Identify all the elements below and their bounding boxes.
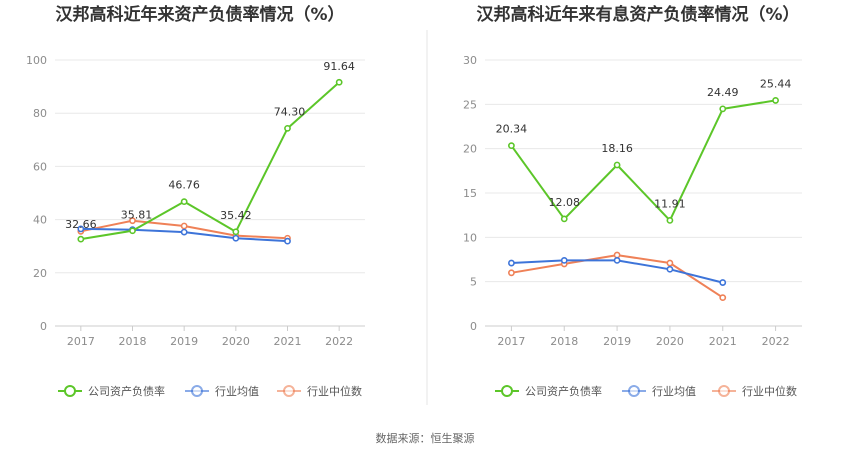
data-point-industry_avg — [666, 265, 674, 273]
legend-label-company: 公司资产负债率 — [88, 384, 165, 398]
data-point-industry_avg — [508, 259, 515, 267]
x-tick-label: 2021 — [274, 335, 302, 348]
data-point-company — [560, 215, 568, 223]
legend-label-industry_avg: 行业均值 — [652, 385, 696, 398]
chart-interest-bearing-debt-ratio: 汉邦高科近年来有息资产负债率情况（%） 0 5 10 15 20 25 30 2017 2018 2… — [463, 4, 802, 398]
data-source-note: 数据来源：恒生聚源 — [376, 431, 475, 445]
y-tick-label: 80 — [33, 107, 47, 120]
legend-marker-company — [501, 385, 513, 397]
y-tick-label: 25 — [463, 98, 477, 111]
data-point-industry_avg — [232, 234, 240, 242]
data-label: 20.34 — [496, 123, 528, 136]
data-point-industry_avg — [180, 228, 188, 236]
x-tick-label: 2019 — [170, 335, 198, 348]
data-point-company — [232, 228, 240, 236]
data-point-company — [772, 97, 779, 104]
data-point-company — [129, 227, 136, 235]
data-label: 25.44 — [760, 77, 792, 90]
legend-marker-company — [64, 385, 76, 397]
data-point-company — [666, 216, 674, 224]
data-point-company — [77, 235, 85, 243]
legend-label-company: 公司资产负债率 — [525, 384, 602, 398]
y-tick-label: 20 — [33, 267, 47, 280]
data-point-industry_avg — [719, 279, 727, 286]
data-point-industry_median — [180, 222, 188, 230]
data-point-company — [613, 161, 621, 169]
data-label: 46.76 — [168, 179, 200, 192]
y-tick-label: 20 — [463, 143, 477, 156]
x-tick-label: 2017 — [67, 335, 95, 348]
data-point-company — [508, 142, 515, 150]
data-point-company — [180, 198, 188, 206]
data-label: 91.64 — [323, 60, 355, 73]
data-label: 74.30 — [274, 105, 306, 118]
data-point-industry_avg — [284, 237, 291, 245]
y-tick-label: 10 — [463, 231, 477, 244]
x-tick-label: 2017 — [497, 335, 525, 348]
chart-title: 汉邦高科近年来资产负债率情况（%） — [55, 4, 344, 25]
data-label: 11.91 — [654, 197, 686, 210]
data-label: 12.08 — [549, 196, 581, 209]
series-line-company — [510, 99, 776, 222]
legend-marker-industry_avg — [191, 385, 203, 397]
y-tick-label: 100 — [26, 54, 47, 67]
x-tick-label: 2020 — [656, 335, 684, 348]
y-tick-label: 40 — [33, 214, 47, 227]
legend-label-industry_avg: 行业均值 — [215, 385, 259, 398]
data-point-company — [719, 105, 727, 113]
y-tick-label: 0 — [470, 320, 477, 333]
data-point-industry_median — [719, 294, 727, 302]
data-point-industry_median — [613, 251, 621, 259]
data-label: 18.16 — [601, 142, 633, 155]
chart-title: 汉邦高科近年来有息资产负债率情况（%） — [476, 4, 799, 25]
x-tick-label: 2022 — [325, 335, 353, 348]
data-point-industry_median — [508, 269, 515, 277]
legend-label-industry_median: 行业中位数 — [307, 384, 362, 398]
series-line-company — [80, 81, 340, 241]
y-tick-label: 60 — [33, 160, 47, 173]
x-tick-label: 2018 — [119, 335, 147, 348]
data-point-industry_avg — [560, 256, 568, 264]
legend-label-industry_median: 行业中位数 — [742, 384, 797, 398]
data-point-industry_median — [129, 217, 136, 225]
data-point-industry_median — [666, 259, 674, 267]
data-point-industry_avg — [77, 225, 85, 233]
x-tick-label: 2021 — [709, 335, 737, 348]
data-label: 35.42 — [220, 209, 252, 222]
y-tick-label: 30 — [463, 54, 477, 67]
legend-marker-industry_avg — [628, 385, 640, 397]
data-point-company — [335, 78, 343, 86]
y-tick-label: 15 — [463, 187, 477, 200]
x-tick-label: 2019 — [603, 335, 631, 348]
data-point-industry_avg — [613, 256, 621, 264]
x-tick-label: 2022 — [762, 335, 790, 348]
data-label: 24.49 — [707, 86, 739, 99]
y-tick-label: 0 — [40, 320, 47, 333]
data-label: 35.81 — [121, 209, 153, 222]
x-tick-label: 2018 — [550, 335, 578, 348]
y-tick-label: 5 — [470, 276, 477, 289]
chart-debt-ratio: 汉邦高科近年来资产负债率情况（%） 0 20 40 60 80 100 2017 2018 201… — [26, 4, 365, 398]
x-tick-label: 2020 — [222, 335, 250, 348]
data-label: 32.66 — [65, 218, 97, 231]
legend-marker-industry_median — [718, 385, 730, 397]
legend-marker-industry_median — [283, 385, 295, 397]
data-point-company — [284, 124, 291, 132]
